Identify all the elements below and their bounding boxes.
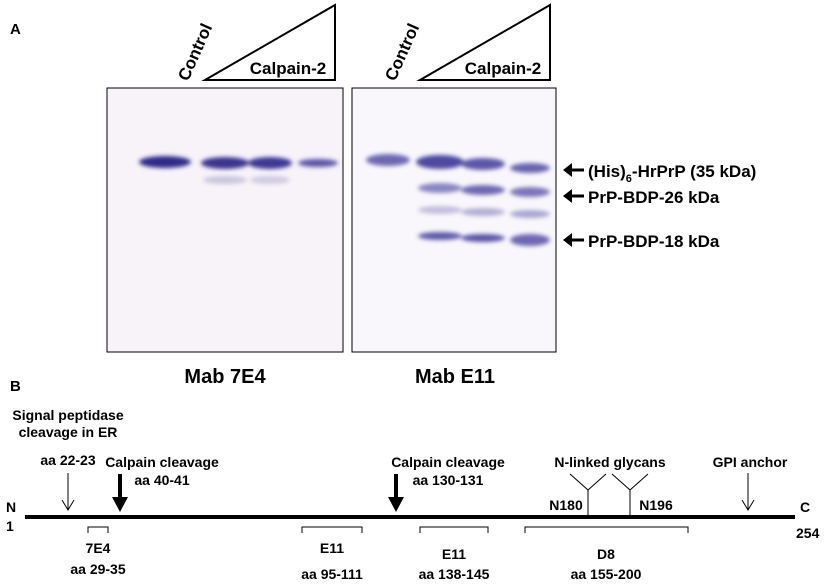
panel-label: A (10, 21, 21, 38)
site-range: aa 22-23 (40, 452, 95, 468)
antibody-label: Mab E11 (415, 366, 495, 388)
gradient-triangle (416, 3, 551, 81)
terminus-label: N (6, 499, 16, 515)
treatment-label: Calpain-2 (250, 59, 327, 78)
band-label: PrP-BDP-18 kDa (588, 232, 720, 251)
site-label: GPI anchor (713, 454, 788, 470)
treatment-label: Calpain-2 (465, 59, 542, 78)
panel-label: B (10, 378, 21, 395)
gradient-triangle (201, 3, 336, 81)
band-label-part: (His) (588, 162, 626, 181)
blot-bands (139, 154, 550, 246)
band-label: PrP-BDP-26 kDa (588, 188, 720, 207)
epitope-antibody: 7E4 (86, 540, 111, 556)
control-label: Control (174, 21, 216, 84)
site-label: cleavage in ER (19, 424, 118, 440)
blot-frame (351, 87, 557, 353)
residue-label: 1 (6, 518, 14, 534)
band-label-subscript: 6 (626, 173, 632, 185)
blot-frame (106, 87, 344, 353)
epitope-antibody: E11 (442, 546, 466, 562)
site-label: N-linked glycans (554, 454, 665, 470)
epitope-range: aa 155-200 (571, 566, 642, 582)
site-range: aa 40-41 (134, 472, 189, 488)
residue-label: 254 (796, 525, 820, 541)
epitope-range: aa 95-111 (301, 566, 363, 582)
epitope-antibody: E11 (320, 540, 344, 556)
site-label: Signal peptidase (12, 407, 123, 423)
site-range: aa 130-131 (413, 472, 484, 488)
band-arrows (563, 163, 584, 247)
glycan-label: N180 (549, 497, 583, 513)
site-arrows (61, 473, 755, 533)
site-label: Calpain cleavage (105, 454, 219, 470)
glycan-label: N196 (639, 497, 673, 513)
epitope-antibody: D8 (597, 546, 615, 562)
epitope-range: aa 138-145 (419, 566, 490, 582)
terminus-label: C (800, 499, 810, 515)
band-label: (His)6-HrPrP (35 kDa) (588, 162, 756, 185)
antibody-label: Mab 7E4 (184, 366, 266, 388)
site-label: Calpain cleavage (391, 454, 505, 470)
band-label-part: -HrPrP (35 kDa) (632, 162, 756, 181)
control-label: Control (381, 21, 423, 84)
epitope-range: aa 29-35 (70, 561, 125, 577)
